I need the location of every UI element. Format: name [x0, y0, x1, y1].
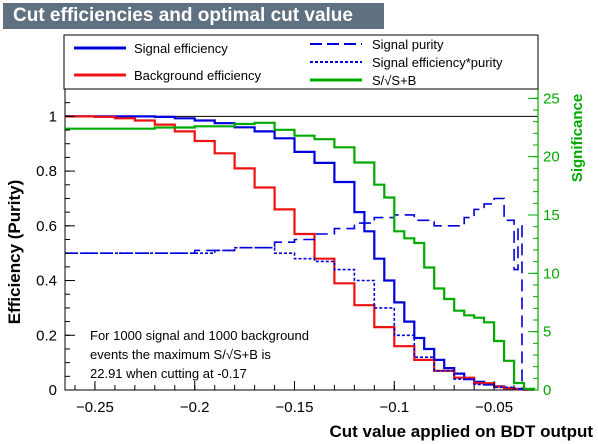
plot-frame — [64, 88, 539, 391]
legend-box — [63, 34, 539, 90]
series-line-3 — [65, 246, 535, 391]
x-tick-label-2: −0.15 — [276, 399, 314, 416]
y-tick-label-1: 0.2 — [36, 327, 57, 344]
annotation-line-0: For 1000 signal and 1000 background — [90, 328, 309, 343]
x-tick-label-3: −0.1 — [379, 399, 409, 416]
y-tick-label-0: 0 — [49, 382, 57, 399]
x-tick-label-1: −0.2 — [180, 399, 210, 416]
y2-tick-label-1: 5 — [543, 324, 551, 341]
y2-tick-label-4: 20 — [543, 149, 560, 166]
y-axis-label: Efficiency (Purity) — [5, 180, 24, 325]
chart-title: Cut efficiencies and optimal cut value — [13, 5, 353, 26]
annotation: For 1000 signal and 1000 background event… — [90, 328, 309, 381]
y2-tick-label-5: 25 — [543, 90, 560, 107]
y2-tick-label-3: 15 — [543, 207, 560, 224]
y-tick-label-4: 0.8 — [36, 163, 57, 180]
x-axis-label: Cut value applied on BDT output — [330, 422, 594, 441]
annotation-line-2: 22.91 when cutting at -0.17 — [90, 366, 247, 381]
legend-label-3: Signal efficiency*purity — [372, 55, 503, 70]
ticks-layer: −0.25 −0.2 −0.15 −0.1 −0.0500.20.40.60.81051… — [36, 89, 560, 416]
y2-tick-label-0: 0 — [543, 382, 551, 399]
legend-label-2: Signal purity — [372, 37, 444, 52]
series-layer — [65, 115, 536, 391]
chart-title-box: Cut efficiencies and optimal cut value — [3, 3, 384, 29]
y-tick-label-2: 0.4 — [36, 273, 57, 290]
legend-label-0: Signal efficiency — [134, 41, 228, 56]
y-tick-label-3: 0.6 — [36, 218, 57, 235]
series-line-2 — [65, 197, 523, 390]
right-axis-label: Significance — [569, 94, 586, 182]
plot-border — [64, 88, 539, 391]
series-line-4 — [65, 121, 536, 390]
y2-tick-label-2: 10 — [543, 265, 560, 282]
x-tick-label-4: −0.05 — [475, 399, 513, 416]
x-tick-label-0: −0.25 — [76, 399, 114, 416]
y-tick-label-5: 1 — [49, 108, 57, 125]
legend: Signal efficiency Background efficiency Si… — [63, 34, 539, 90]
legend-label-1: Background efficiency — [134, 68, 261, 83]
legend-label-4: S/√S+B — [372, 73, 416, 88]
annotation-line-1: events the maximum S/√S+B is — [90, 347, 271, 362]
